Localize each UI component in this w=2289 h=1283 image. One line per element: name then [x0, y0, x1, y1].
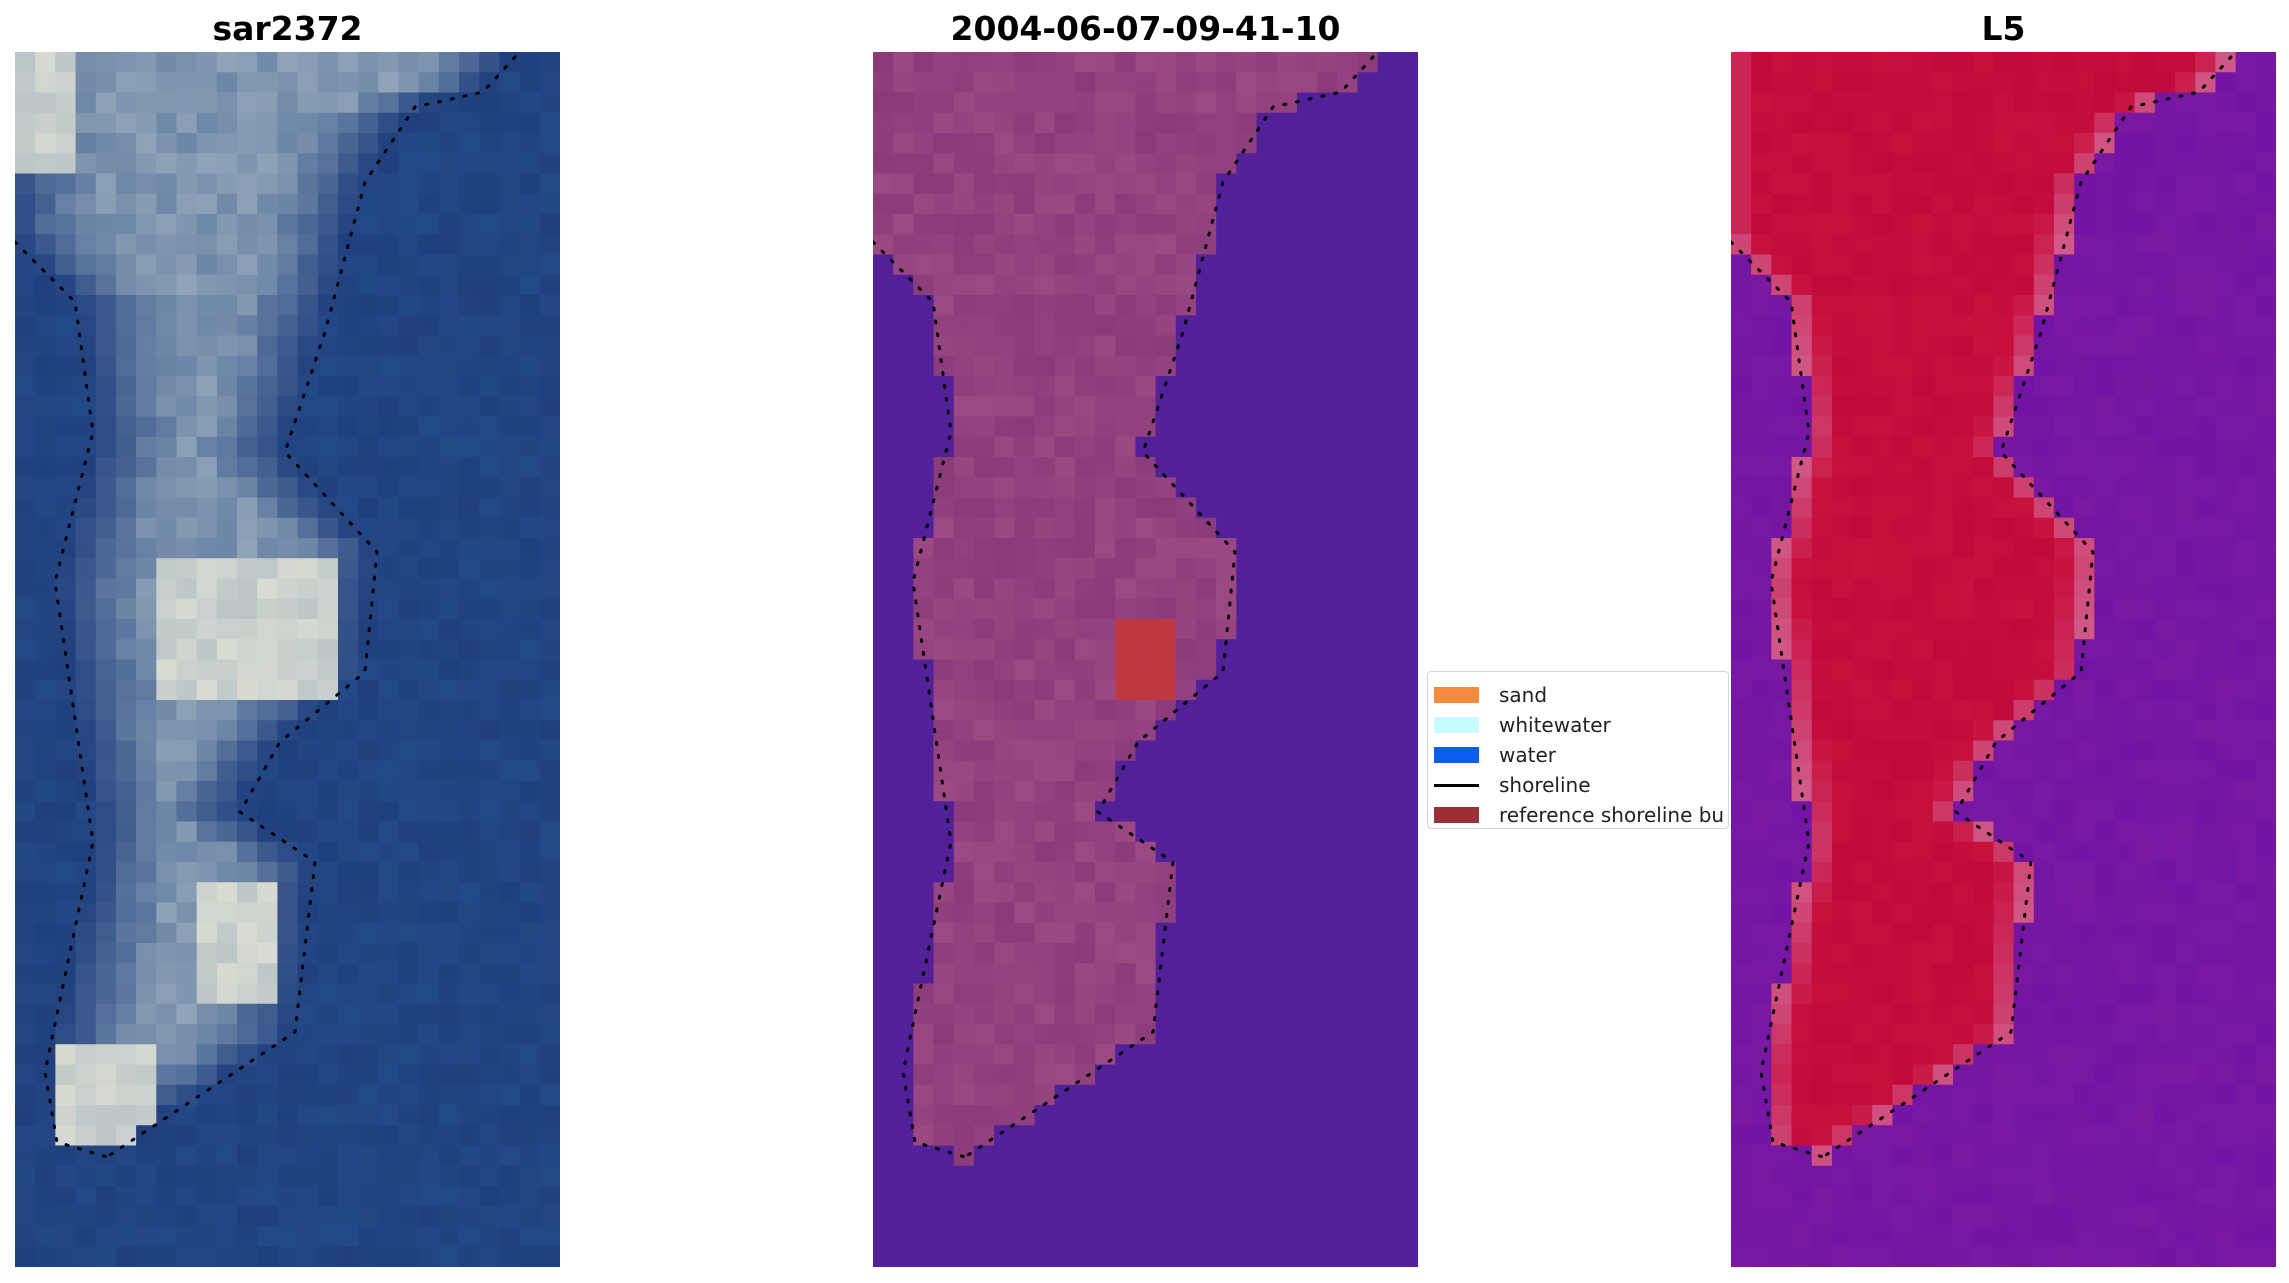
index-image [1731, 52, 2276, 1267]
legend-label-shoreline: shoreline [1499, 773, 1591, 797]
legend-item-whitewater: whitewater [1434, 710, 1611, 740]
legend-item-reference-shoreline: reference shoreline bu [1434, 800, 1725, 828]
shoreline-dots [15, 55, 517, 1159]
legend-item-water: water [1434, 740, 1556, 770]
legend-label-water: water [1499, 743, 1556, 767]
panel-title-classification: 2004-06-07-09-41-10 [950, 9, 1341, 48]
rgb-image-panel [15, 52, 560, 1267]
water-swatch [1434, 747, 1479, 763]
sand-swatch [1434, 687, 1479, 703]
index-image-panel [1731, 52, 2276, 1267]
classification-image-panel [873, 52, 1418, 1267]
legend-item-shoreline: shoreline [1434, 770, 1591, 800]
reference-shoreline-swatch [1434, 807, 1479, 823]
shoreline-dots [1731, 55, 2233, 1159]
legend-label-whitewater: whitewater [1499, 713, 1611, 737]
panel-title-index: L5 [1981, 9, 2026, 48]
legend-label-sand: sand [1499, 683, 1548, 707]
panel-title-rgb: sar2372 [212, 9, 363, 48]
whitewater-swatch [1434, 717, 1479, 733]
legend: sand whitewater water shoreline referenc… [1427, 671, 1729, 829]
legend-label-reference-shoreline: reference shoreline bu [1499, 803, 1725, 827]
shoreline-line [1434, 783, 1479, 787]
shoreline-dots [873, 55, 1375, 1159]
rgb-image [15, 52, 560, 1267]
legend-item-sand: sand [1434, 680, 1547, 710]
classification-image [873, 52, 1418, 1267]
